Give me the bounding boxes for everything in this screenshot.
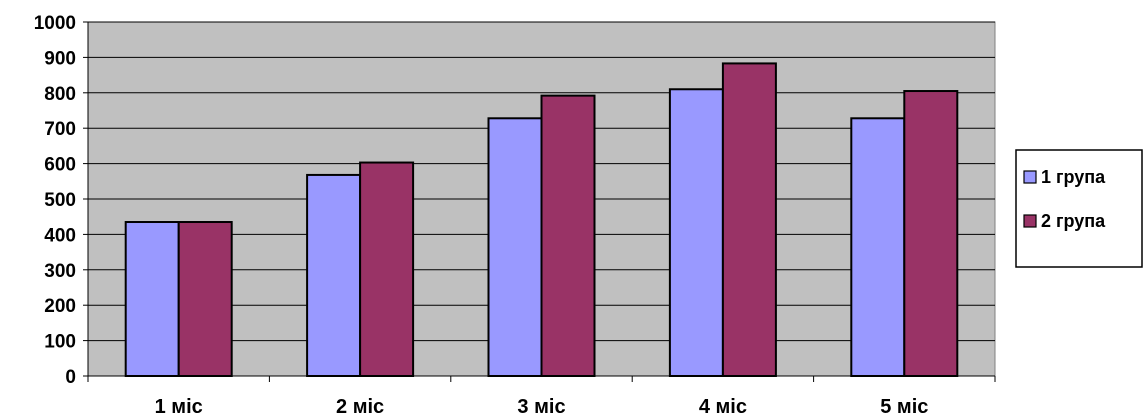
bar-2-4 — [721, 62, 777, 377]
y-tick-label: 400 — [44, 225, 76, 246]
y-tick-label: 200 — [44, 296, 76, 317]
y-tick-label: 700 — [44, 119, 76, 140]
gridlines — [88, 21, 995, 342]
bar-1-4 — [668, 88, 724, 377]
x-category-label: 4 міс — [699, 396, 747, 416]
y-tick-label: 800 — [44, 84, 76, 105]
x-category-label: 2 міс — [336, 396, 384, 416]
y-tick-label: 0 — [65, 367, 76, 388]
bar-2-2 — [359, 161, 415, 377]
y-tick-label: 100 — [44, 332, 76, 353]
bar-1-3 — [487, 117, 543, 378]
legend-box — [1015, 149, 1143, 268]
bar-1-5 — [850, 117, 906, 378]
x-category-label: 5 міс — [880, 396, 928, 416]
legend-label-2: 2 група — [1041, 211, 1106, 231]
legend-swatch-1 — [1023, 170, 1037, 184]
y-tick-label: 300 — [44, 261, 76, 282]
bar-2-1 — [177, 221, 233, 377]
y-tick-label: 600 — [44, 155, 76, 176]
y-axis: 0 100 200 300 400 500 600 700 800 900 1000 — [34, 13, 89, 388]
x-category-label: 1 міс — [155, 396, 203, 416]
legend: 1 група 2 група — [1015, 149, 1143, 268]
legend-label-1: 1 група — [1041, 167, 1106, 187]
bar-2-3 — [540, 94, 596, 378]
y-tick-label: 1000 — [34, 13, 76, 34]
bar-1-2 — [306, 173, 362, 377]
x-axis: 1 міс 2 міс 3 міс 4 міс 5 міс — [87, 375, 996, 416]
bar-2-5 — [903, 90, 959, 377]
legend-swatch-2 — [1023, 214, 1037, 228]
x-category-label: 3 міс — [517, 396, 565, 416]
bar-1-1 — [124, 221, 180, 377]
y-tick-label: 900 — [44, 48, 76, 69]
y-tick-label: 500 — [44, 190, 76, 211]
